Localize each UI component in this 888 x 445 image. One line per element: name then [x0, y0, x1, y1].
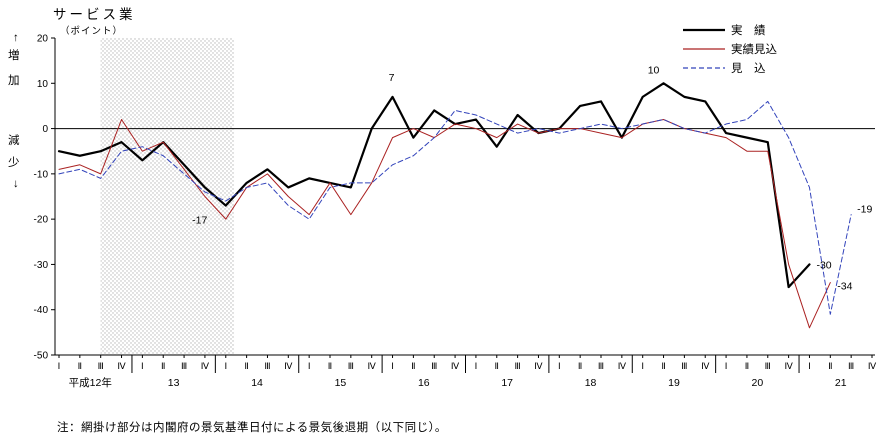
x-quarter-label: Ⅳ: [368, 361, 377, 371]
y-axis-increase-arrow-icon: ↑: [13, 32, 19, 44]
x-quarter-label: Ⅲ: [681, 361, 687, 371]
legend-label-actual-estimate: 実績見込: [731, 42, 777, 56]
x-quarter-label: Ⅲ: [431, 361, 437, 371]
legend-label-actual: 実 績: [731, 23, 766, 37]
x-quarter-label: Ⅳ: [451, 361, 460, 371]
line-forecast: [58, 100, 852, 315]
x-quarter-label: Ⅳ: [117, 361, 126, 371]
x-quarter-label: Ⅰ: [58, 361, 61, 371]
chart-title: サービス業: [53, 7, 136, 22]
x-quarter-label: Ⅲ: [598, 361, 604, 371]
line-actual: [57, 82, 811, 289]
x-quarter-label: Ⅲ: [848, 361, 854, 371]
y-tick-label: 10: [37, 79, 49, 90]
y-axis-word-increase-1: 増: [8, 50, 20, 62]
x-quarter-label: Ⅱ: [745, 361, 749, 371]
x-quarter-label: Ⅰ: [641, 361, 644, 371]
y-tick-label: -30: [34, 260, 49, 271]
x-quarter-label: Ⅲ: [98, 361, 104, 371]
x-quarter-label: Ⅰ: [808, 361, 811, 371]
annotation--19: -19: [857, 204, 872, 216]
x-year-label: 平成12年: [69, 376, 112, 389]
x-quarter-label: Ⅱ: [244, 361, 248, 371]
y-tick-label: -50: [34, 351, 49, 362]
x-quarter-label: Ⅳ: [701, 361, 710, 371]
x-year-label: 13: [168, 377, 180, 389]
line-actual-estimate: [58, 119, 831, 329]
x-year-label: 14: [251, 377, 263, 389]
y-tick-label: -20: [34, 215, 49, 226]
x-quarter-label: Ⅱ: [411, 361, 415, 371]
y-tick-label: 0: [42, 124, 48, 135]
x-quarter-label: Ⅰ: [475, 361, 478, 371]
x-year-label: 17: [501, 377, 513, 389]
annotation--17: -17: [192, 215, 207, 227]
x-quarter-label: Ⅳ: [534, 361, 543, 371]
x-year-label: 20: [752, 377, 764, 389]
x-quarter-label: Ⅱ: [161, 361, 165, 371]
y-tick-label: 20: [37, 34, 49, 45]
x-quarter-label: Ⅳ: [868, 361, 877, 371]
y-axis-word-increase-2: 加: [8, 75, 20, 87]
x-quarter-label: Ⅱ: [495, 361, 499, 371]
legend-label-forecast: 見 込: [731, 62, 766, 75]
x-quarter-label: Ⅱ: [661, 361, 665, 371]
x-quarter-label: Ⅰ: [308, 361, 311, 371]
x-quarter-label: Ⅰ: [141, 361, 144, 371]
x-quarter-label: Ⅰ: [391, 361, 394, 371]
x-quarter-label: Ⅰ: [558, 361, 561, 371]
y-axis-decrease-arrow-icon: ↓: [13, 178, 19, 190]
annotation-7: 7: [389, 72, 395, 84]
annotation--34: -34: [837, 281, 852, 293]
x-year-label: 15: [335, 377, 347, 389]
x-quarter-label: Ⅰ: [725, 361, 728, 371]
annotation--30: -30: [816, 259, 831, 271]
x-quarter-label: Ⅱ: [828, 361, 832, 371]
x-quarter-label: Ⅳ: [284, 361, 293, 371]
recession-shading: [100, 38, 235, 355]
x-quarter-label: Ⅱ: [578, 361, 582, 371]
x-quarter-label: Ⅳ: [618, 361, 627, 371]
y-axis-word-decrease-2: 少: [8, 157, 20, 169]
x-year-label: 18: [585, 377, 597, 389]
x-quarter-label: Ⅲ: [515, 361, 521, 371]
x-year-label: 16: [418, 377, 430, 389]
x-quarter-label: Ⅱ: [78, 361, 82, 371]
y-tick-label: -10: [34, 169, 49, 180]
y-tick-label: -40: [34, 305, 49, 316]
x-quarter-label: Ⅳ: [784, 361, 793, 371]
x-quarter-label: Ⅳ: [201, 361, 210, 371]
x-quarter-label: Ⅲ: [181, 361, 187, 371]
x-quarter-label: Ⅱ: [328, 361, 332, 371]
footnote: 注：網掛け部分は内閣府の景気基準日付による景気後退期（以下同じ）。: [57, 422, 447, 434]
x-quarter-label: Ⅲ: [765, 361, 771, 371]
x-year-label: 19: [668, 377, 680, 389]
annotation-10: 10: [648, 64, 660, 76]
x-year-label: 21: [835, 377, 847, 389]
x-quarter-label: Ⅲ: [348, 361, 354, 371]
x-quarter-label: Ⅲ: [264, 361, 270, 371]
unit-label: （ポイント）: [60, 26, 124, 37]
x-quarter-label: Ⅰ: [224, 361, 227, 371]
y-axis-word-decrease-1: 減: [8, 135, 20, 147]
